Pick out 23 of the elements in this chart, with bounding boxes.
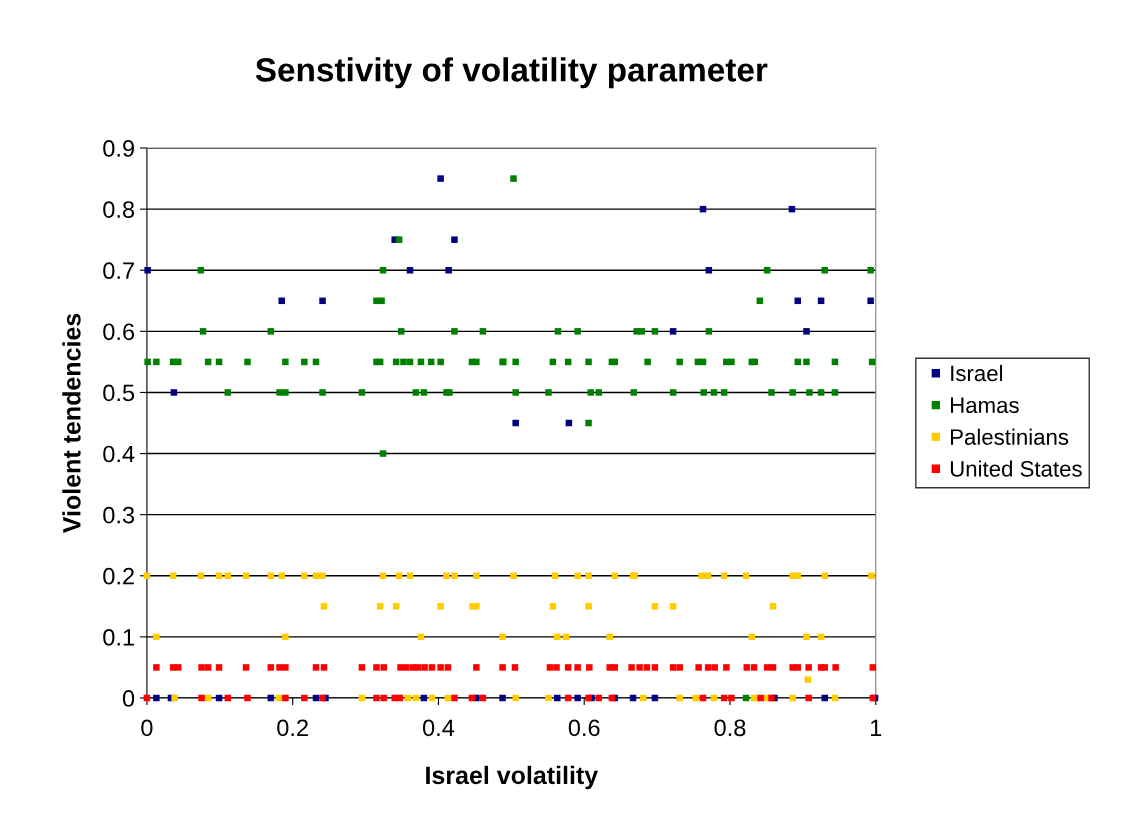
legend-label: Israel: [951, 364, 1003, 382]
y-tick-label: 0.2: [103, 567, 134, 585]
y-tick-label: 0: [122, 690, 135, 707]
y-tick-label: 0.9: [103, 140, 134, 157]
y-tick-label: 0.3: [103, 506, 135, 524]
x-tick-label: 0: [141, 719, 153, 737]
x-tick-label: 1: [870, 719, 882, 736]
legend-label: Palestinians: [950, 428, 1069, 445]
x-axis-title: Israel volatility: [426, 765, 599, 790]
legend-label: United States: [950, 460, 1082, 477]
y-tick-label: 0.1: [103, 628, 134, 646]
y-axis-title: Violent tendencies: [62, 313, 81, 534]
y-tick-label: 0.5: [103, 384, 135, 402]
chart-title: Senstivity of volatility parameter: [255, 57, 768, 89]
x-tick-label: 0.4: [422, 719, 455, 737]
x-tick-label: 0.8: [714, 719, 746, 737]
x-tick-label: 0.2: [277, 719, 308, 737]
y-tick-label: 0.4: [103, 445, 135, 463]
y-tick-label: 0.6: [103, 323, 135, 341]
y-tick-label: 0.7: [103, 262, 134, 280]
legend-label: Hamas: [950, 397, 1019, 414]
x-tick-label: 0.6: [568, 719, 600, 737]
y-tick-label: 0.8: [103, 201, 135, 218]
